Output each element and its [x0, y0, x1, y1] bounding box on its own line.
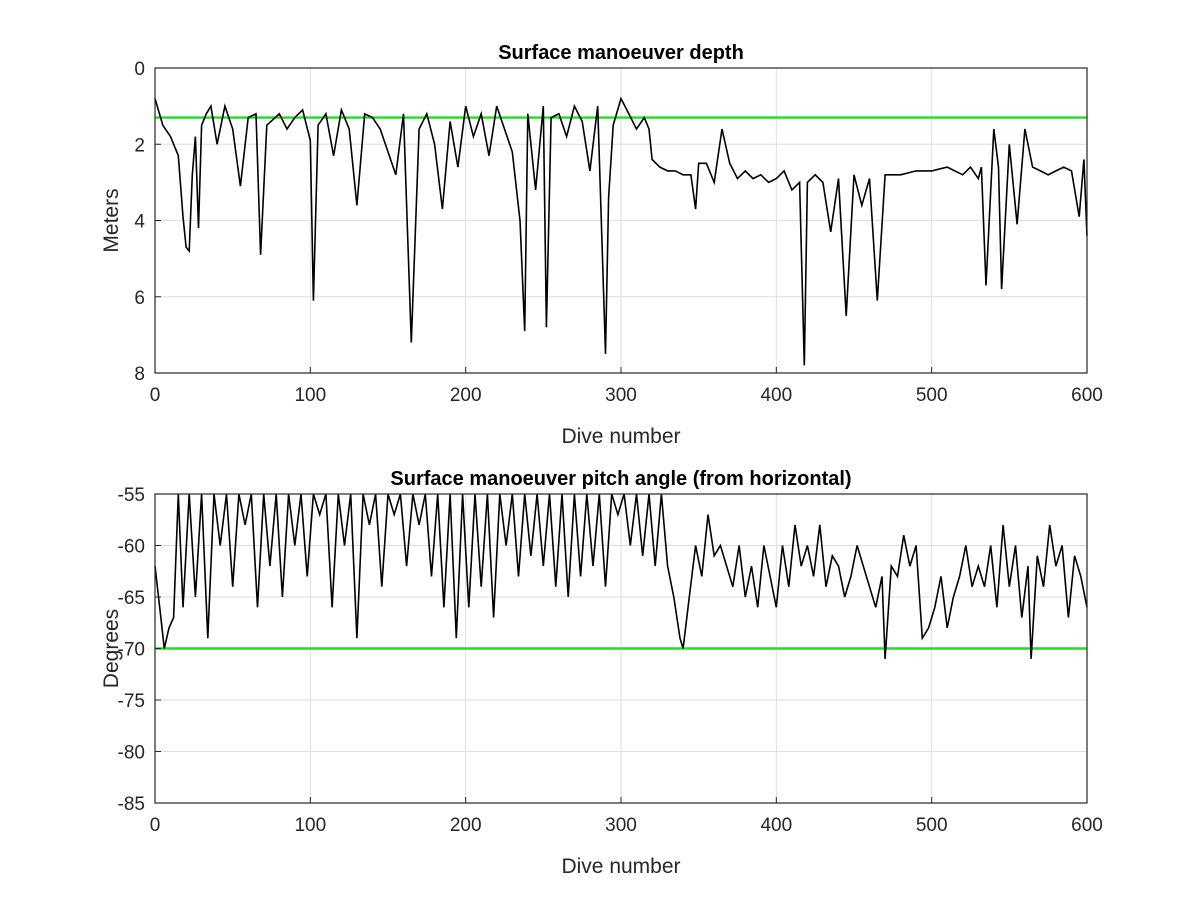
- depth-y-axis-label: Meters: [100, 188, 123, 252]
- depth-chart-title: Surface manoeuver depth: [498, 42, 744, 64]
- depth-y-tick-label: 8: [134, 364, 145, 385]
- pitch-y-tick-label: -70: [118, 640, 145, 661]
- pitch-x-tick-label: 500: [916, 815, 948, 836]
- pitch-x-axis-label: Dive number: [561, 855, 680, 878]
- pitch-x-tick-label: 0: [150, 815, 161, 836]
- pitch-y-tick-label: -80: [118, 743, 145, 764]
- depth-x-axis-label: Dive number: [561, 425, 680, 448]
- pitch-x-tick-label: 400: [760, 815, 792, 836]
- pitch-y-tick-label: -75: [118, 691, 145, 712]
- depth-x-tick-label: 200: [450, 385, 482, 406]
- pitch-x-tick-label: 300: [605, 815, 637, 836]
- depth-x-tick-label: 0: [150, 385, 161, 406]
- depth-x-tick-label: 500: [916, 385, 948, 406]
- pitch-y-tick-label: -60: [118, 537, 145, 558]
- depth-y-tick-label: 6: [134, 288, 145, 309]
- depth-series-line: [154, 96, 1088, 366]
- pitch-chart: 0 100 200 300 400 500 600 -55 -60 -65 -70 -75 -80 -85…: [100, 468, 1103, 878]
- depth-x-tick-label: 400: [760, 385, 792, 406]
- pitch-ticks: 0 100 200 300 400 500 600 -55 -60 -65 -70 -75 -80 -85: [118, 485, 1103, 836]
- depth-chart: 0 100 200 300 400 500 600 0 2 4 6 8 Surface manoeuv…: [100, 42, 1103, 448]
- pitch-chart-title: Surface manoeuver pitch angle (from hori…: [390, 468, 851, 490]
- depth-y-tick-label: 4: [134, 212, 145, 233]
- depth-y-tick-label: 0: [134, 59, 145, 80]
- depth-x-tick-label: 300: [605, 385, 637, 406]
- pitch-y-axis-label: Degrees: [100, 609, 123, 688]
- pitch-x-tick-label: 200: [450, 815, 482, 836]
- depth-x-tick-label: 100: [294, 385, 326, 406]
- depth-y-tick-label: 2: [134, 135, 145, 156]
- pitch-x-tick-label: 600: [1071, 815, 1103, 836]
- pitch-y-tick-label: -65: [118, 588, 145, 609]
- pitch-y-tick-label: -55: [118, 485, 145, 506]
- depth-x-tick-label: 600: [1071, 385, 1103, 406]
- depth-ticks: 0 100 200 300 400 500 600 0 2 4 6 8: [134, 59, 1102, 406]
- pitch-series-line: [154, 493, 1088, 659]
- pitch-x-tick-label: 100: [294, 815, 326, 836]
- pitch-y-tick-label: -85: [118, 794, 145, 815]
